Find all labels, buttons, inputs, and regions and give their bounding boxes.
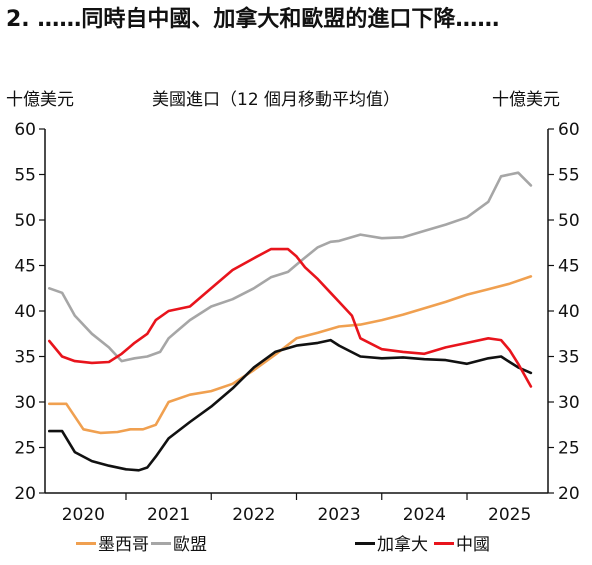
legend-label-china: 中國 bbox=[456, 535, 490, 555]
x-tick-label: 2020 bbox=[62, 505, 105, 525]
x-tick-label: 2023 bbox=[317, 505, 360, 525]
legend-swatch-canada bbox=[355, 541, 375, 545]
series-line-canada bbox=[47, 338, 533, 472]
y-tick-label-left: 40 bbox=[14, 302, 36, 322]
x-tick-label: 2021 bbox=[147, 505, 190, 525]
legend-label-mexico: 墨西哥 bbox=[98, 535, 149, 555]
legend-swatch-eu bbox=[151, 541, 171, 545]
legend-label-eu: 歐盟 bbox=[173, 535, 207, 555]
y-tick-label-left: 35 bbox=[14, 348, 36, 368]
y-tick-label-left: 25 bbox=[14, 439, 36, 459]
right-axis-unit-label: 十億美元 bbox=[492, 90, 560, 110]
series-line-china bbox=[47, 247, 533, 388]
y-tick-label-right: 60 bbox=[558, 120, 580, 140]
y-tick-label-left: 50 bbox=[14, 211, 36, 231]
y-tick-label-left: 55 bbox=[14, 166, 36, 186]
y-tick-label-left: 60 bbox=[14, 120, 36, 140]
y-tick-label-left: 45 bbox=[14, 257, 36, 277]
y-tick-label-right: 50 bbox=[558, 211, 580, 231]
legend-swatch-china bbox=[434, 541, 454, 545]
legend-swatch-mexico bbox=[76, 541, 96, 545]
x-tick-label: 2022 bbox=[232, 505, 275, 525]
y-tick-label-right: 25 bbox=[558, 439, 580, 459]
series-line-eu bbox=[47, 171, 533, 363]
chart-series bbox=[47, 171, 533, 472]
y-tick-label-right: 35 bbox=[558, 348, 580, 368]
x-tick-label: 2024 bbox=[403, 505, 446, 525]
chart-subtitle: 美國進口（12 個月移動平均值） bbox=[152, 90, 401, 110]
y-tick-label-left: 20 bbox=[14, 484, 36, 504]
y-tick-label-right: 30 bbox=[558, 393, 580, 413]
chart-title: 2. ……同時自中國、加拿大和歐盟的進口下降…… bbox=[6, 7, 500, 32]
y-tick-label-left: 30 bbox=[14, 393, 36, 413]
series-line-mexico bbox=[47, 275, 533, 435]
legend-right: 加拿大 中國 bbox=[355, 533, 490, 557]
y-tick-label-right: 40 bbox=[558, 302, 580, 322]
y-tick-label-right: 45 bbox=[558, 257, 580, 277]
y-tick-label-right: 55 bbox=[558, 166, 580, 186]
x-tick-label: 2025 bbox=[488, 505, 531, 525]
y-tick-label-right: 20 bbox=[558, 484, 580, 504]
left-axis-unit-label: 十億美元 bbox=[6, 90, 74, 110]
legend-left: 墨西哥 歐盟 bbox=[76, 533, 207, 557]
legend-label-canada: 加拿大 bbox=[377, 535, 428, 555]
